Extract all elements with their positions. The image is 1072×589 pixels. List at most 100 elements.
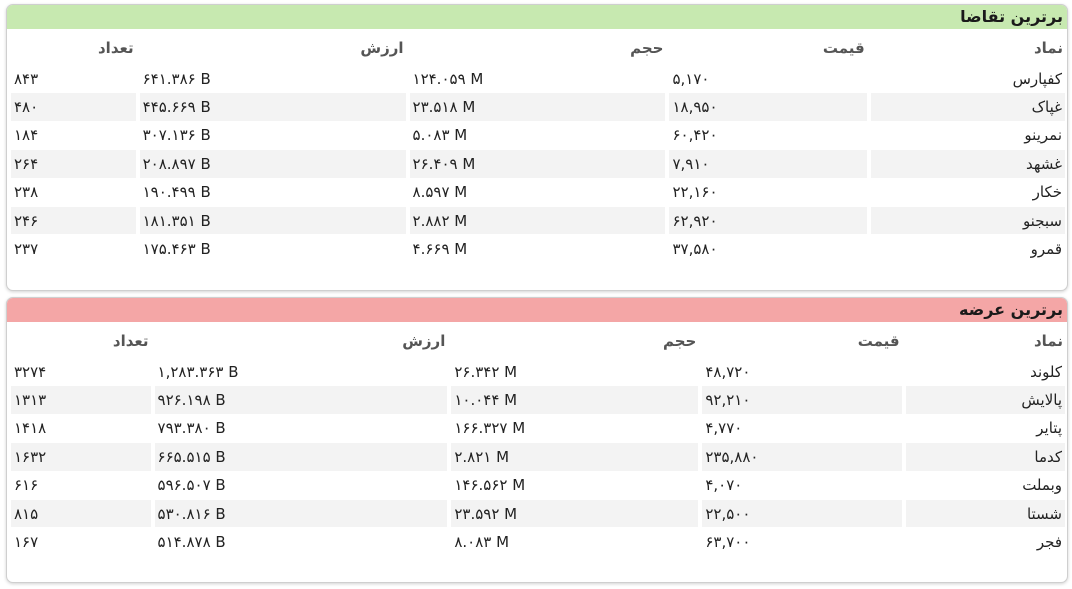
column-header-volume: حجم [662, 332, 697, 350]
table-row[interactable]: قمرو ۳۷,۵۸۰ ۴.۶۶۹ M ۱۷۵.۴۶۳ B ۲۳۷ [11, 235, 1065, 263]
cell-price: ۲۲,۵۰۰ [702, 499, 902, 528]
top-demand-table: نماد قیمت حجم ارزش تعداد کفپارس ۵,۱۷۰ ۱۲… [7, 31, 1067, 264]
table-row[interactable]: سبجنو ۶۲,۹۲۰ ۲.۸۸۲ M ۱۸۱.۳۵۱ B ۲۴۶ [11, 206, 1065, 235]
cell-price: ۶۰,۴۲۰ [669, 121, 867, 150]
cell-symbol[interactable]: پتایر [905, 414, 1065, 443]
cell-volume: ۲.۸۲۱ M [451, 443, 699, 471]
cell-count: ۸۱۵ [11, 499, 151, 528]
cell-price: ۵,۱۷۰ [669, 65, 867, 93]
column-header-symbol: نماد [1033, 332, 1063, 350]
table-row[interactable]: غشهد ۷,۹۱۰ ۲۶.۴۰۹ M ۲۰۸.۸۹۷ B ۲۶۴ [11, 150, 1065, 178]
cell-value: ۲۰۸.۸۹۷ B [139, 150, 406, 178]
cell-volume: ۴.۶۶۹ M [409, 235, 666, 263]
cell-value: ۱۷۵.۴۶۳ B [139, 235, 406, 263]
cell-value: ۶۶۵.۵۱۵ B [154, 443, 448, 471]
cell-symbol[interactable]: غشهد [870, 150, 1065, 178]
cell-value: ۳۰۷.۱۳۶ B [139, 121, 406, 150]
cell-count: ۱۳۱۳ [11, 386, 151, 414]
cell-price: ۴۸,۷۲۰ [702, 358, 902, 386]
cell-symbol[interactable]: فجر [905, 528, 1065, 556]
cell-symbol[interactable]: نمرینو [870, 121, 1065, 150]
column-header-count: تعداد [97, 39, 134, 57]
cell-value: ۱۸۱.۳۵۱ B [139, 206, 406, 235]
cell-count: ۲۶۴ [11, 150, 136, 178]
cell-price: ۴,۰۷۰ [702, 471, 902, 499]
cell-volume: ۱۴۶.۵۶۲ M [451, 471, 699, 499]
top-demand-panel: برترین تقاضا نماد قیمت حجم ارزش تعداد کف… [6, 4, 1068, 291]
cell-count: ۱۸۴ [11, 121, 136, 150]
cell-volume: ۱۶۶.۳۲۷ M [451, 414, 699, 443]
table-row[interactable]: کلوند ۴۸,۷۲۰ ۲۶.۳۴۲ M ۱,۲۸۳.۳۶۳ B ۳۲۷۴ [11, 358, 1065, 386]
cell-volume: ۲۳.۵۹۲ M [451, 499, 699, 528]
cell-symbol[interactable]: قمرو [870, 235, 1065, 263]
table-header-row: نماد قیمت حجم ارزش تعداد [11, 325, 1065, 357]
cell-value: ۵۳۰.۸۱۶ B [154, 499, 448, 528]
table-row[interactable]: نمرینو ۶۰,۴۲۰ ۵.۰۸۳ M ۳۰۷.۱۳۶ B ۱۸۴ [11, 121, 1065, 150]
cell-symbol[interactable]: غپاک [870, 93, 1065, 121]
cell-value: ۱,۲۸۳.۳۶۳ B [154, 358, 448, 386]
cell-symbol[interactable]: وبملت [905, 471, 1065, 499]
cell-count: ۴۸۰ [11, 93, 136, 121]
cell-value: ۶۴۱.۳۸۶ B [139, 65, 406, 93]
cell-symbol[interactable]: کفپارس [870, 65, 1065, 93]
column-header-value: ارزش [360, 39, 404, 57]
cell-value: ۹۲۶.۱۹۸ B [154, 386, 448, 414]
cell-price: ۲۲,۱۶۰ [669, 178, 867, 206]
table-row[interactable]: پالایش ۹۲,۲۱۰ ۱۰.۰۴۴ M ۹۲۶.۱۹۸ B ۱۳۱۳ [11, 386, 1065, 414]
cell-volume: ۲۳.۵۱۸ M [409, 93, 666, 121]
cell-value: ۷۹۳.۳۸۰ B [154, 414, 448, 443]
cell-symbol[interactable]: پالایش [905, 386, 1065, 414]
column-header-value: ارزش [402, 332, 446, 350]
cell-count: ۳۲۷۴ [11, 358, 151, 386]
cell-price: ۴,۷۷۰ [702, 414, 902, 443]
cell-volume: ۲.۸۸۲ M [409, 206, 666, 235]
cell-price: ۳۷,۵۸۰ [669, 235, 867, 263]
cell-volume: ۱۰.۰۴۴ M [451, 386, 699, 414]
cell-price: ۲۳۵,۸۸۰ [702, 443, 902, 471]
cell-count: ۱۶۷ [11, 528, 151, 556]
cell-value: ۵۹۶.۵۰۷ B [154, 471, 448, 499]
table-row[interactable]: فجر ۶۳,۷۰۰ ۸.۰۸۳ M ۵۱۴.۸۷۸ B ۱۶۷ [11, 528, 1065, 556]
cell-price: ۱۸,۹۵۰ [669, 93, 867, 121]
column-header-count: تعداد [112, 332, 149, 350]
cell-count: ۱۴۱۸ [11, 414, 151, 443]
cell-price: ۶۳,۷۰۰ [702, 528, 902, 556]
table-row[interactable]: کفپارس ۵,۱۷۰ ۱۲۴.۰۵۹ M ۶۴۱.۳۸۶ B ۸۴۳ [11, 65, 1065, 93]
cell-count: ۸۴۳ [11, 65, 136, 93]
column-header-price: قیمت [857, 332, 900, 350]
table-row[interactable]: پتایر ۴,۷۷۰ ۱۶۶.۳۲۷ M ۷۹۳.۳۸۰ B ۱۴۱۸ [11, 414, 1065, 443]
top-supply-title: برترین عرضه [7, 298, 1067, 322]
cell-price: ۶۲,۹۲۰ [669, 206, 867, 235]
cell-volume: ۸.۰۸۳ M [451, 528, 699, 556]
column-header-price: قیمت [822, 39, 865, 57]
cell-volume: ۸.۵۹۷ M [409, 178, 666, 206]
column-header-volume: حجم [630, 39, 664, 57]
table-row[interactable]: شستا ۲۲,۵۰۰ ۲۳.۵۹۲ M ۵۳۰.۸۱۶ B ۸۱۵ [11, 499, 1065, 528]
cell-volume: ۲۶.۴۰۹ M [409, 150, 666, 178]
cell-symbol[interactable]: شستا [905, 499, 1065, 528]
table-row[interactable]: غپاک ۱۸,۹۵۰ ۲۳.۵۱۸ M ۴۴۵.۶۶۹ B ۴۸۰ [11, 93, 1065, 121]
cell-value: ۱۹۰.۴۹۹ B [139, 178, 406, 206]
cell-value: ۵۱۴.۸۷۸ B [154, 528, 448, 556]
cell-symbol[interactable]: سبجنو [870, 206, 1065, 235]
column-header-symbol: نماد [1033, 39, 1063, 57]
top-supply-table: نماد قیمت حجم ارزش تعداد کلوند ۴۸,۷۲۰ ۲۶… [7, 324, 1067, 557]
cell-volume: ۵.۰۸۳ M [409, 121, 666, 150]
table-row[interactable]: خکار ۲۲,۱۶۰ ۸.۵۹۷ M ۱۹۰.۴۹۹ B ۲۳۸ [11, 178, 1065, 206]
cell-volume: ۲۶.۳۴۲ M [451, 358, 699, 386]
cell-price: ۹۲,۲۱۰ [702, 386, 902, 414]
table-row[interactable]: کدما ۲۳۵,۸۸۰ ۲.۸۲۱ M ۶۶۵.۵۱۵ B ۱۶۳۲ [11, 443, 1065, 471]
cell-symbol[interactable]: کلوند [905, 358, 1065, 386]
cell-symbol[interactable]: خکار [870, 178, 1065, 206]
cell-symbol[interactable]: کدما [905, 443, 1065, 471]
cell-volume: ۱۲۴.۰۵۹ M [409, 65, 666, 93]
cell-count: ۲۳۷ [11, 235, 136, 263]
cell-count: ۲۳۸ [11, 178, 136, 206]
cell-price: ۷,۹۱۰ [669, 150, 867, 178]
table-row[interactable]: وبملت ۴,۰۷۰ ۱۴۶.۵۶۲ M ۵۹۶.۵۰۷ B ۶۱۶ [11, 471, 1065, 499]
cell-count: ۶۱۶ [11, 471, 151, 499]
top-supply-panel: برترین عرضه نماد قیمت حجم ارزش تعداد کلو… [6, 297, 1068, 583]
cell-count: ۲۴۶ [11, 206, 136, 235]
cell-value: ۴۴۵.۶۶۹ B [139, 93, 406, 121]
table-header-row: نماد قیمت حجم ارزش تعداد [11, 32, 1065, 64]
